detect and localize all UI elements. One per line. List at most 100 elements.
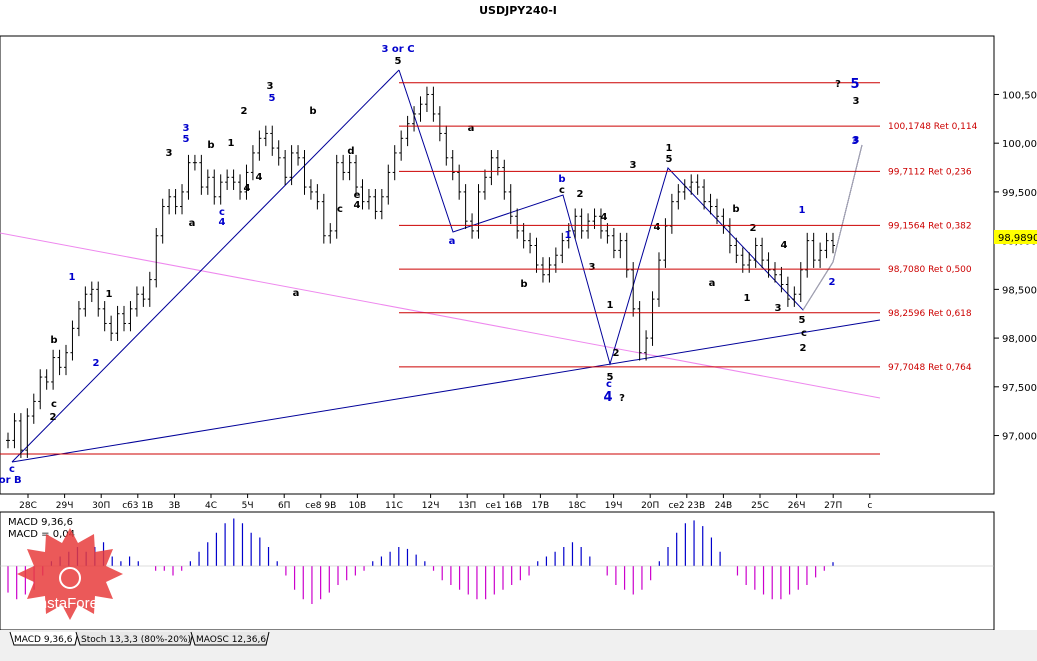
wave-label: 3 [853, 135, 860, 146]
drawing-layer [0, 69, 881, 463]
tab-macd[interactable]: MACD 9,36,6 [9, 631, 79, 646]
wave-label: 4 [354, 200, 361, 211]
wave-label: 5 [183, 134, 190, 145]
logo-text: InstaForex [35, 595, 106, 612]
wave-label: 5 [269, 93, 276, 104]
date-tick-label: 28С [19, 501, 37, 511]
date-tick-label: 4С [205, 501, 217, 511]
price-tick-label: 98,000 [1002, 334, 1037, 345]
current-price-marker [994, 230, 1037, 244]
wave-label: 1 [565, 230, 572, 241]
wave-label: 5 [666, 154, 673, 165]
wave-label: 3 [630, 160, 637, 171]
wave-label: 1 [744, 293, 751, 304]
fib-level-label: 99,7112 Ret 0,236 [888, 167, 972, 177]
tab-stoch-label: Stoch 13,3,3 (80%-20%) [81, 635, 191, 645]
date-tick-label: 17В [532, 501, 550, 511]
date-tick-label: 26Ч [788, 501, 806, 511]
wave-label: 3 [267, 81, 274, 92]
wave-label: 1 [607, 300, 614, 311]
fibonacci-levels: 100,1748 Ret 0,114 99,7112 Ret 0,236 99,15… [399, 122, 978, 373]
wave-label: 3 [853, 96, 860, 107]
wave-label: 4 [244, 183, 251, 194]
wave-label: 4 [654, 222, 661, 233]
tab-stoch-shape [75, 631, 194, 646]
wave-label: 4 [603, 390, 612, 405]
wave-label: 4 [781, 240, 788, 251]
wave-label: 1 [228, 138, 235, 149]
fib-level-label: 97,7048 Ret 0,764 [888, 363, 972, 373]
wave-label: 3 [775, 303, 782, 314]
wave-label: 5 [395, 56, 402, 67]
logo-star [17, 528, 123, 620]
date-tick-label: 10В [349, 501, 367, 511]
wave-label: b [558, 174, 565, 185]
wave-label: 5 [799, 315, 806, 326]
wave-label: b [732, 204, 739, 215]
wave-label: e [354, 190, 361, 201]
tab-macd-label: MACD 9,36,6 [14, 635, 73, 645]
wave-label: 3 or C [381, 44, 414, 55]
date-tick-label: 19Ч [605, 501, 623, 511]
date-tick-label: 5Ч [242, 501, 254, 511]
date-tick-label: 3В [168, 501, 180, 511]
wave-label: b [520, 279, 527, 290]
wave-label: 2 [93, 358, 100, 369]
wave-label: 4 [601, 212, 608, 223]
date-tick-label: 11С [385, 501, 403, 511]
wave-label: c [9, 464, 15, 475]
date-tick-label: 12Ч [422, 501, 440, 511]
wave-label: 2 [241, 106, 248, 117]
tab-maosc-label: MAOSC 12,36,6 [196, 635, 266, 645]
wave-label: 4 [219, 217, 226, 228]
wave-label: b [207, 140, 214, 151]
date-tick-label: 27П [824, 501, 842, 511]
wave-label: b [309, 106, 316, 117]
fib-level-label: 100,1748 Ret 0,114 [888, 122, 978, 132]
wave-label: 2 [577, 189, 584, 200]
date-tick-label: сб3 1В [122, 501, 153, 511]
date-tick-label: се2 23В [668, 501, 705, 511]
fib-level-label: 98,7080 Ret 0,500 [888, 265, 972, 275]
date-tick-label: 29Ч [56, 501, 74, 511]
wave-label: a [449, 236, 456, 247]
date-tick-label: 24В [715, 501, 733, 511]
wave-label: c [801, 328, 807, 339]
fib-level-label: 99,1564 Ret 0,382 [888, 221, 972, 231]
wave-label: a [189, 218, 196, 229]
macd-legend-value: MACD = 0,04 [8, 529, 75, 540]
wave-label: c [51, 399, 57, 410]
date-tick-label: се8 9В [305, 501, 336, 511]
wave-label: 3 [589, 262, 596, 273]
date-tick-label: 30П [92, 501, 110, 511]
wave-label: c [559, 185, 565, 196]
price-tick-label: 99,500 [1002, 188, 1037, 199]
wave-label: 5 [607, 372, 614, 383]
wave-label: d [347, 146, 354, 157]
date-tick-label: 6П [278, 501, 291, 511]
wave-label: c [337, 204, 343, 215]
instaforex-logo: InstaForex [17, 528, 123, 620]
wave-label: ? [619, 393, 625, 404]
tab-stoch[interactable]: Stoch 13,3,3 (80%-20%) [75, 631, 194, 646]
wave-label: 3 [852, 136, 859, 147]
wave-label: 1 [799, 205, 806, 216]
wave-label: 3 [166, 148, 173, 159]
wave-label: a [468, 123, 475, 134]
forecast-path [802, 144, 863, 311]
date-tick-label: 18С [568, 501, 586, 511]
date-tick-label: се1 16В [485, 501, 522, 511]
date-tick-label: с [867, 501, 872, 511]
wave-label: ? [835, 79, 841, 90]
wave-label: a [293, 288, 300, 299]
wave-label: 2 [750, 223, 757, 234]
tab-maosc[interactable]: MAOSC 12,36,6 [190, 631, 270, 646]
price-tick-label: 97,500 [1002, 383, 1037, 394]
wave-label: c [219, 207, 225, 218]
wave-label: 3 [183, 123, 190, 134]
wave-label: 2 [613, 348, 620, 359]
wave-label: 1 [69, 272, 76, 283]
current-price-label: 98,9890 [998, 233, 1037, 244]
support-trendline [11, 319, 881, 463]
